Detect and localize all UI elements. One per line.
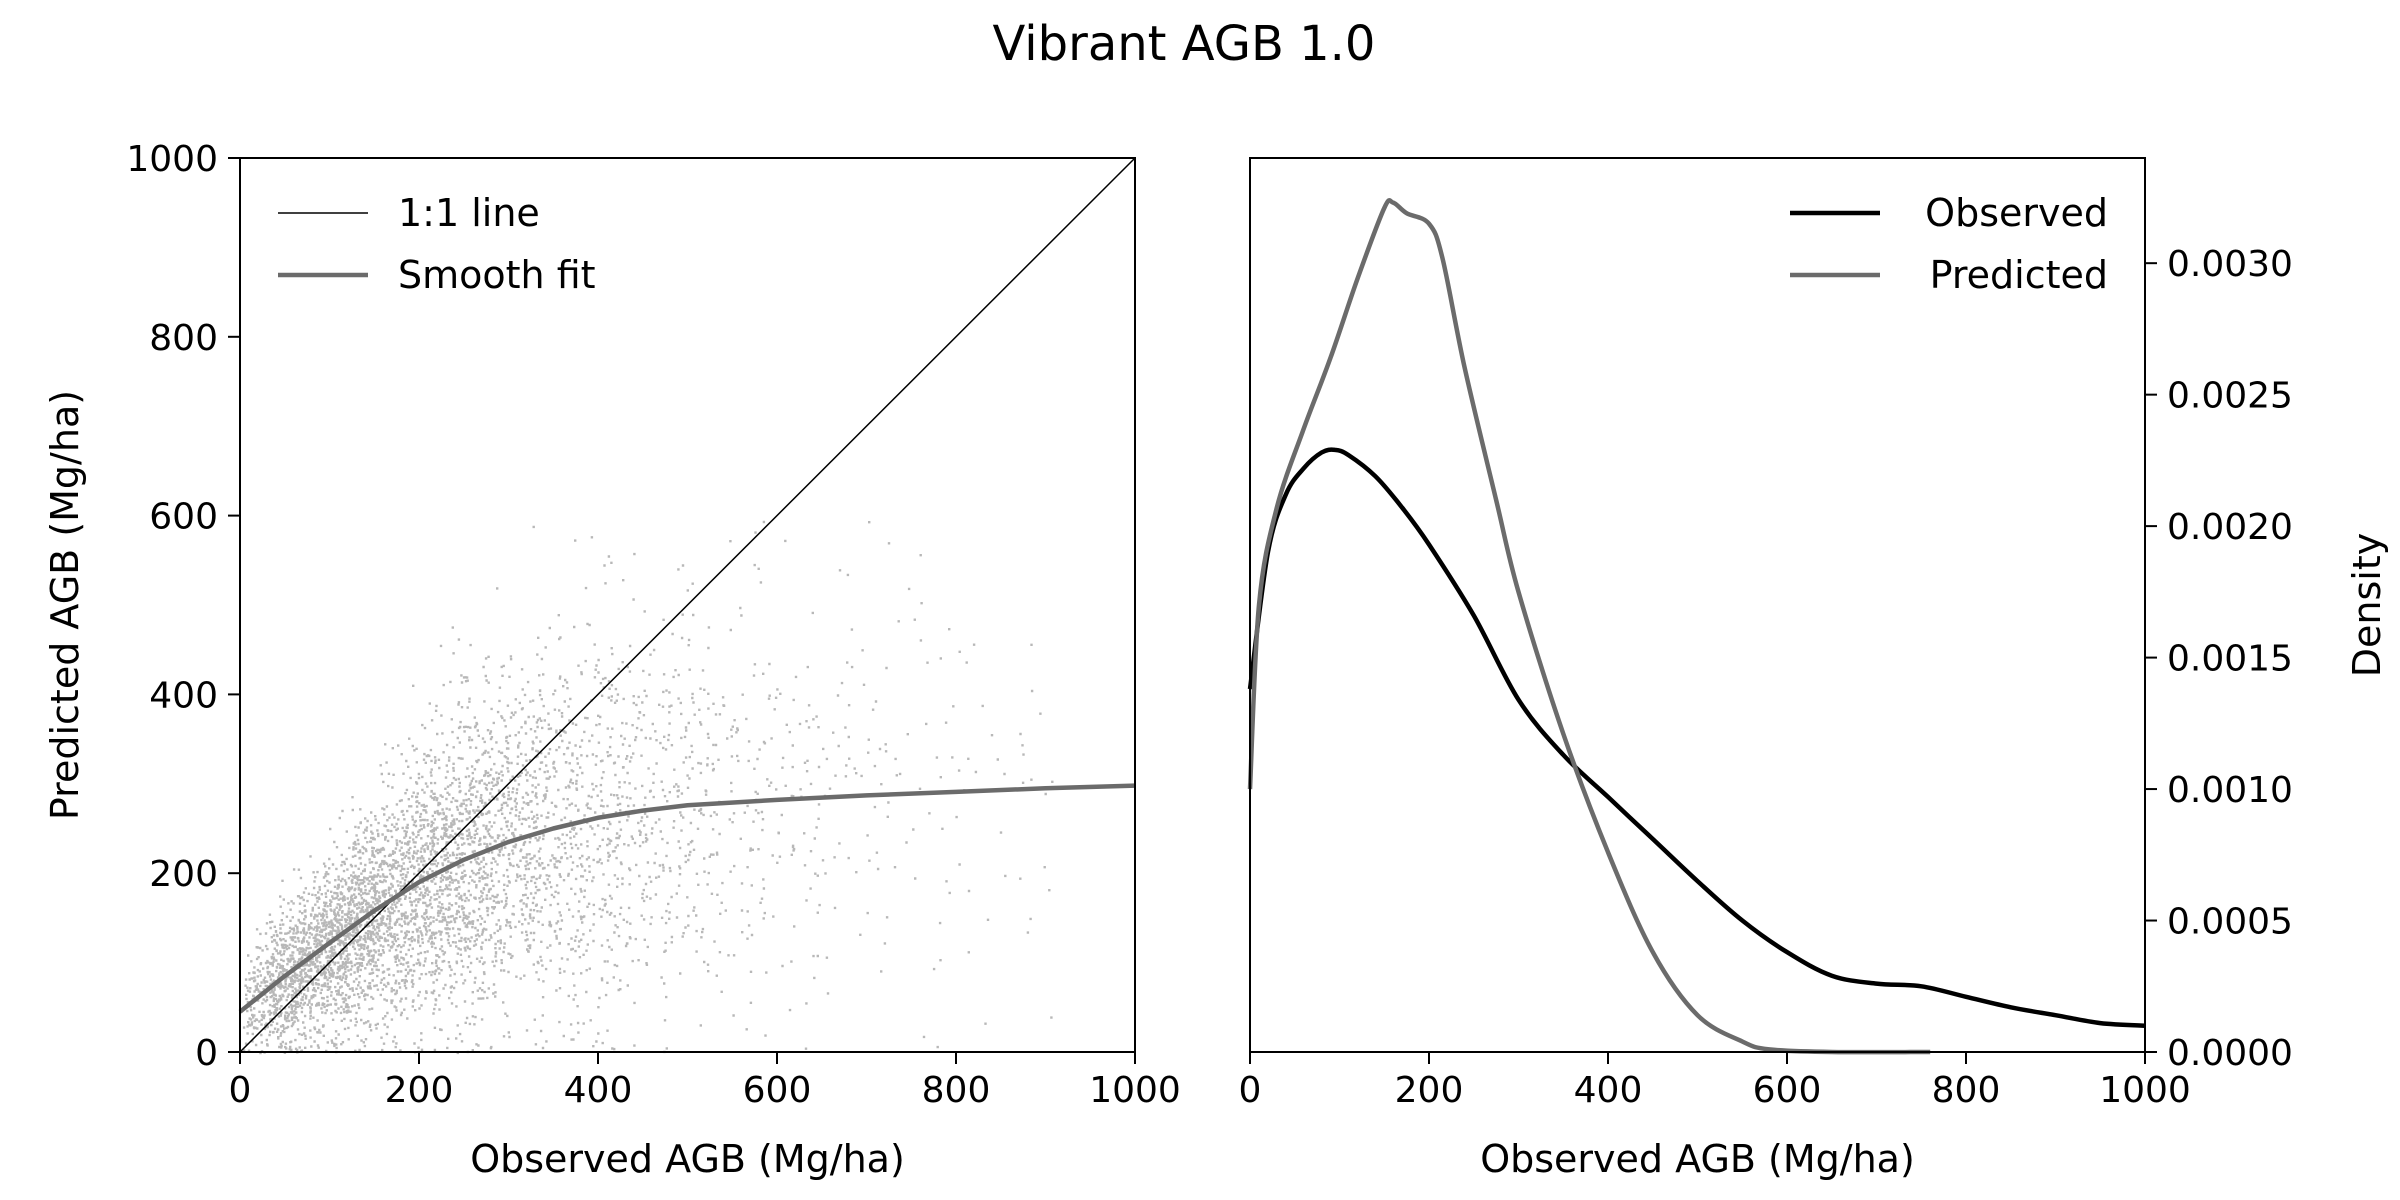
smooth-fit-line [238,783,1136,1014]
scatter-x-axis-label: Observed AGB (Mg/ha) [470,1137,905,1181]
legend-label-smooth-fit: Smooth fit [398,253,596,297]
x-tick-label: 1000 [1089,1070,1181,1111]
density-legend: Observed Predicted [1790,191,2108,297]
y-tick-label: 0 [195,1033,218,1074]
y-tick-label: 0.0020 [2167,507,2293,548]
y-tick-label: 800 [149,318,218,359]
y-tick-label: 0.0010 [2167,770,2293,811]
density-lines [1247,197,2146,1055]
x-tick-label: 400 [564,1070,633,1111]
density-panel: 0 200 400 600 800 1000 0.00000.00050.00100.00… [1239,157,2389,1181]
scatter-legend: 1:1 line Smooth fit [278,191,596,297]
x-tick-label: 1000 [2099,1070,2191,1111]
density-x-ticks: 0 200 400 600 800 1000 [1239,1052,2191,1111]
y-tick-label: 0.0030 [2167,244,2293,285]
x-tick-label: 800 [922,1070,991,1111]
density-axes-frame [1249,157,2146,1053]
scatter-panel: 0 200 400 600 800 1000 0 200 400 600 800 1000 Obse… [43,139,1181,1181]
x-tick-label: 400 [1574,1070,1643,1111]
legend-label-observed: Observed [1925,191,2108,235]
scatter-points [242,520,1054,1055]
x-tick-label: 600 [1753,1070,1822,1111]
density-x-axis-label: Observed AGB (Mg/ha) [1480,1137,1915,1181]
x-tick-label: 0 [1239,1070,1262,1111]
x-tick-label: 0 [229,1070,252,1111]
y-tick-label: 0.0000 [2167,1033,2293,1074]
density-line-predicted [1247,197,1931,1055]
y-tick-label: 600 [149,497,218,538]
scatter-axes-frame [239,157,1136,1053]
y-tick-label: 200 [149,854,218,895]
x-tick-label: 200 [385,1070,454,1111]
x-tick-label: 600 [743,1070,812,1111]
scatter-y-axis-label: Predicted AGB (Mg/ha) [43,390,87,820]
y-tick-label: 0.0005 [2167,902,2293,943]
scatter-lines [238,157,1136,1053]
y-tick-label: 1000 [126,139,218,180]
density-y-ticks: 0.0000 0.0005 0.0010 0.0015 0.0020 0.0025 0.00… [2145,244,2293,1074]
legend-label-predicted: Predicted [1930,253,2108,297]
figure-title: Vibrant AGB 1.0 [993,16,1376,72]
scatter-x-ticks: 0 200 400 600 800 1000 [229,1052,1181,1111]
scatter-point-cloud [242,520,1054,1055]
density-line-observed [1247,447,2146,1028]
y-tick-label: 400 [149,675,218,716]
density-y-axis-label: Density [2345,533,2389,677]
y-tick-label: 0.0025 [2167,376,2293,417]
x-tick-label: 200 [1395,1070,1464,1111]
legend-label-one-to-one: 1:1 line [398,191,540,235]
scatter-y-ticks: 0 200 400 600 800 1000 [126,139,240,1074]
x-tick-label: 800 [1932,1070,2001,1111]
y-tick-label: 0.0015 [2167,639,2293,680]
